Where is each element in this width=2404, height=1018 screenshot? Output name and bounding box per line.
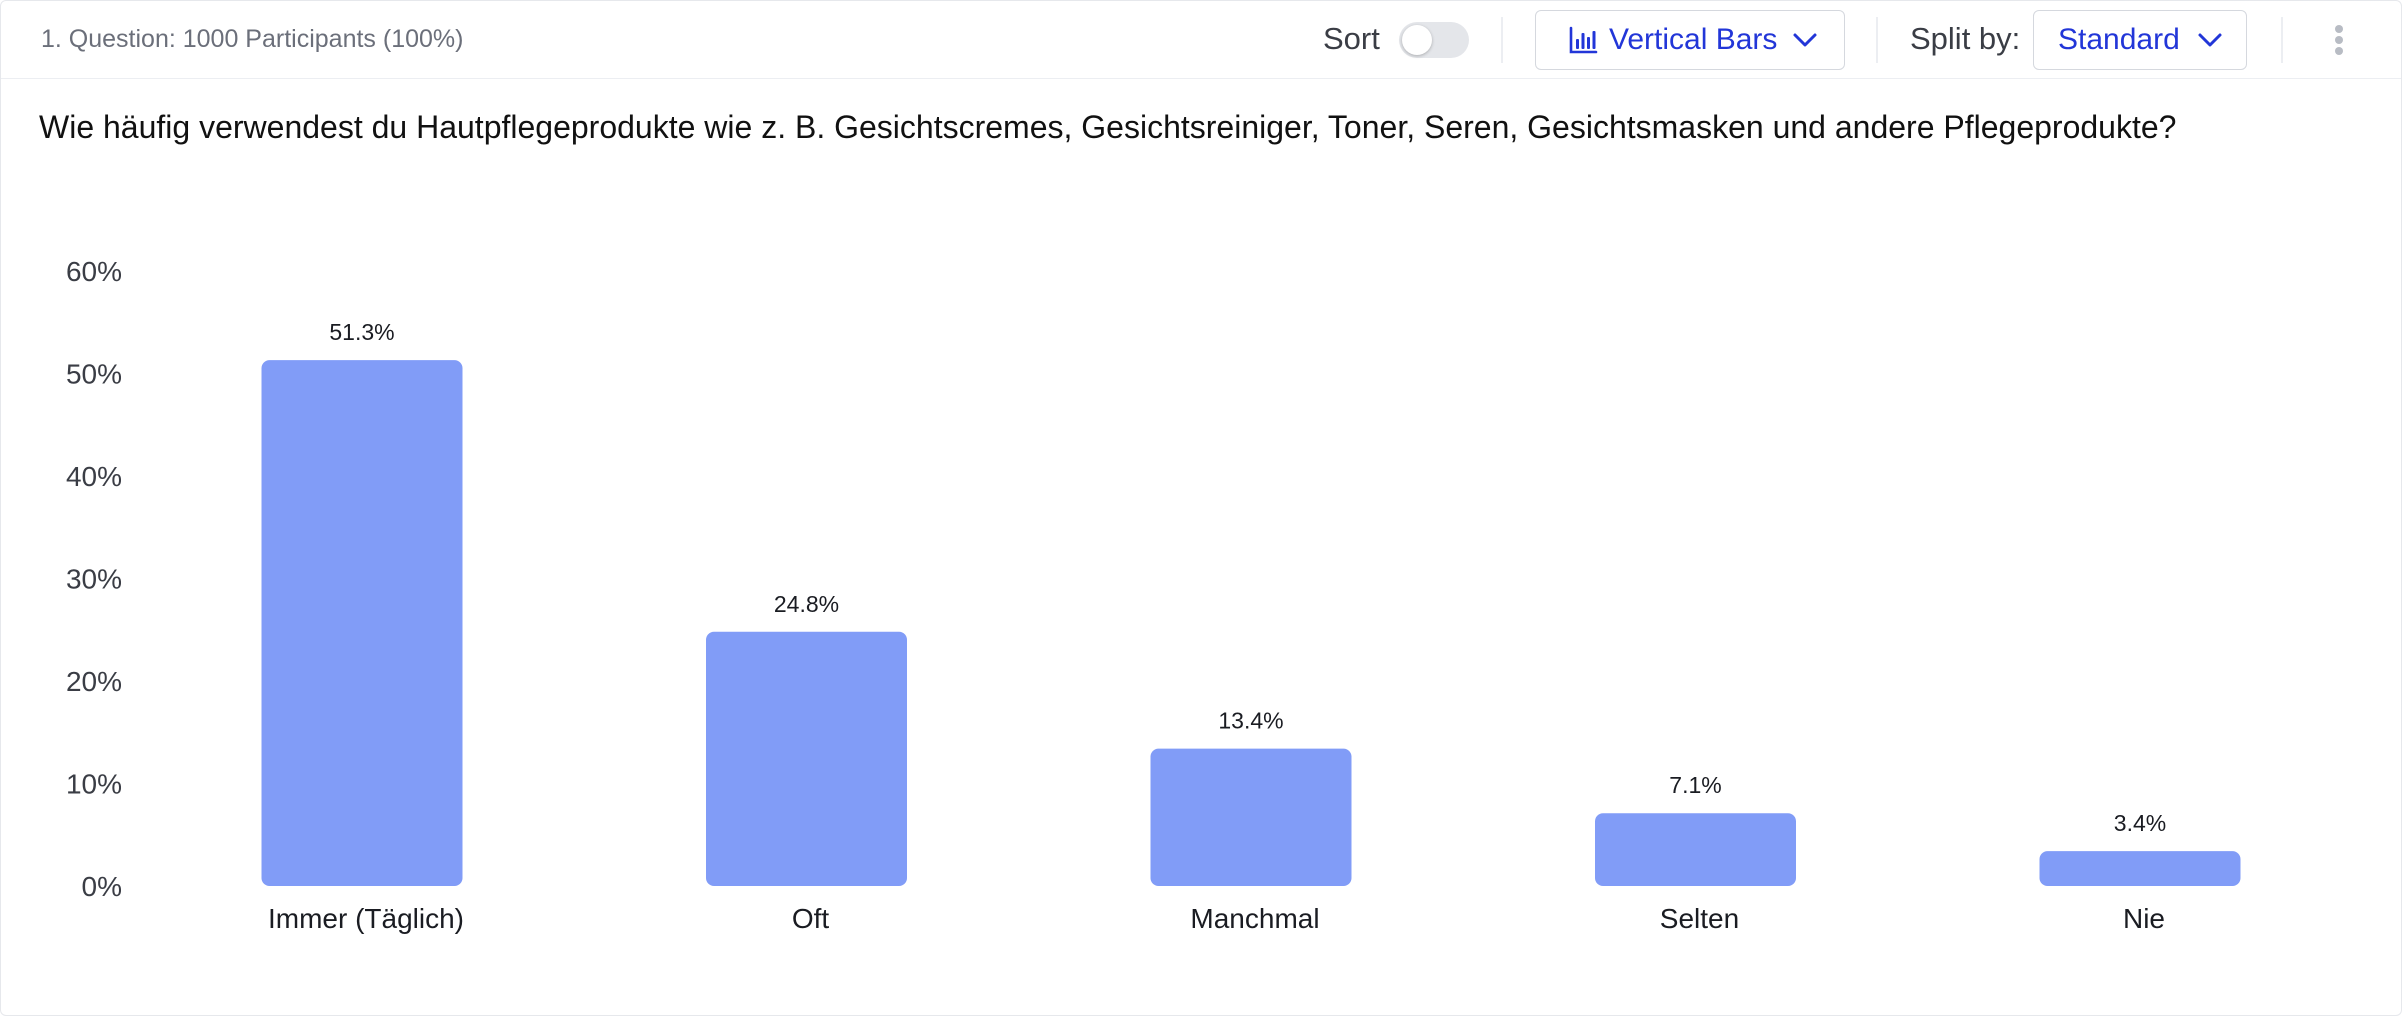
- x-axis-category-label: Nie: [2123, 903, 2165, 934]
- chevron-down-icon: [2198, 33, 2222, 47]
- bar-value-label: 24.8%: [774, 591, 839, 617]
- question-title: Wie häufig verwendest du Hautpflegeprodu…: [39, 109, 2177, 145]
- toolbar-divider: [1876, 17, 1878, 63]
- chevron-down-icon: [1793, 33, 1817, 47]
- participants-count: 1. Question: 1000 Participants (100%): [41, 25, 464, 53]
- bar-chart-icon: [1569, 26, 1598, 54]
- split-by-label: Split by:: [1910, 21, 2021, 56]
- x-axis-category-label: Selten: [1660, 903, 1739, 934]
- x-axis-category-label: Oft: [792, 903, 830, 934]
- y-axis-tick-label: 40%: [66, 461, 122, 492]
- x-axis-category-label: Manchmal: [1190, 903, 1319, 934]
- split-by-dropdown[interactable]: Standard: [2033, 10, 2247, 70]
- bar-value-label: 7.1%: [1669, 772, 1721, 798]
- y-axis-tick-label: 50%: [66, 359, 122, 390]
- bar-value-label: 3.4%: [2114, 810, 2166, 836]
- bar: [2039, 851, 2241, 886]
- more-options-icon[interactable]: [2327, 19, 2351, 61]
- y-axis-tick-label: 20%: [66, 666, 122, 697]
- y-axis-tick-label: 60%: [66, 256, 122, 287]
- x-axis-category-label: Immer (Täglich): [268, 903, 464, 934]
- bar-value-label: 13.4%: [1218, 708, 1283, 734]
- chart-type-label: Vertical Bars: [1609, 23, 1778, 56]
- bar-value-label: 51.3%: [329, 319, 394, 345]
- bar: [261, 360, 463, 886]
- y-axis-tick-label: 0%: [82, 871, 122, 902]
- sort-toggle-knob: [1402, 25, 1432, 55]
- bar: [1150, 748, 1352, 886]
- sort-toggle[interactable]: [1399, 22, 1469, 58]
- chart-type-dropdown[interactable]: Vertical Bars: [1535, 10, 1845, 70]
- y-axis-tick-label: 10%: [66, 769, 122, 800]
- toolbar-divider: [1501, 17, 1503, 63]
- bar: [706, 631, 907, 886]
- results-toolbar: 1. Question: 1000 Participants (100%) So…: [1, 1, 2401, 79]
- bar: [1595, 813, 1796, 886]
- sort-label: Sort: [1323, 21, 1380, 56]
- toolbar-divider: [2281, 17, 2283, 63]
- split-by-value: Standard: [2058, 23, 2180, 56]
- y-axis-tick-label: 30%: [66, 564, 122, 595]
